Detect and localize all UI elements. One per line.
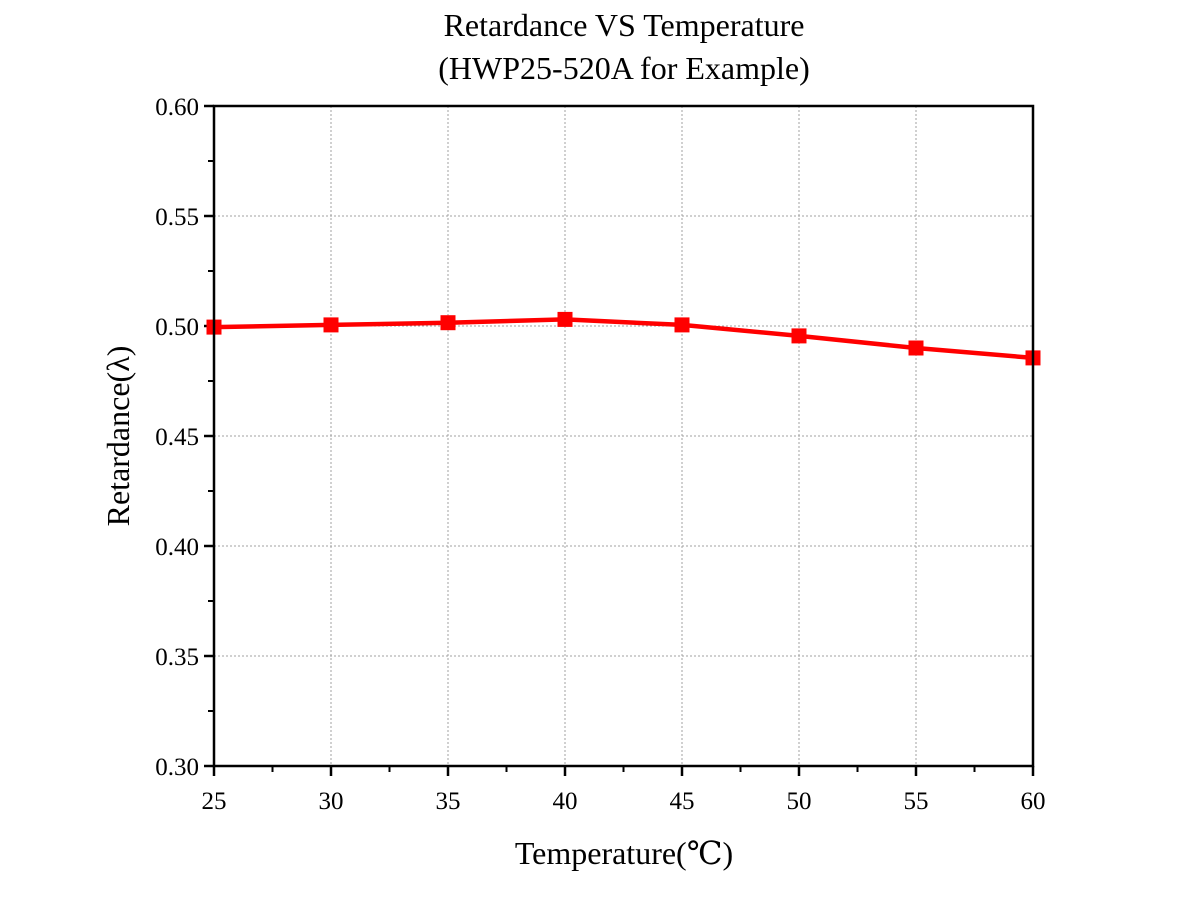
y-tick-labels: 0.30 0.35 0.40 0.45 0.50 0.55 0.60	[155, 94, 199, 781]
y-tick-label: 0.30	[155, 754, 199, 781]
x-tick-label: 60	[1021, 788, 1046, 815]
data-point	[323, 317, 339, 333]
plot-series	[206, 311, 1041, 366]
x-tick-label: 55	[904, 788, 929, 815]
data-point	[557, 311, 573, 327]
x-tick-label: 50	[787, 788, 812, 815]
y-tick-label: 0.55	[155, 204, 199, 231]
grid	[214, 106, 1033, 766]
plot-frame	[212, 104, 1035, 768]
x-tick-label: 30	[319, 788, 344, 815]
y-tick-label: 0.40	[155, 534, 199, 561]
data-point	[791, 328, 807, 344]
chart-title: Retardance VS Temperature	[444, 7, 805, 43]
x-tick-label: 35	[436, 788, 461, 815]
series-line	[213, 317, 1034, 361]
x-axis-label: Temperature(℃)	[515, 835, 733, 871]
x-tick-label: 25	[202, 788, 227, 815]
chart-subtitle: (HWP25-520A for Example)	[438, 50, 809, 86]
x-tick-label: 45	[670, 788, 695, 815]
data-point	[674, 317, 690, 333]
y-tick-label: 0.35	[155, 644, 199, 671]
data-point	[440, 315, 456, 331]
x-tick-label: 40	[553, 788, 578, 815]
minor-ticks	[208, 160, 976, 772]
major-ticks	[204, 104, 1035, 776]
data-point	[908, 340, 924, 356]
y-tick-label: 0.50	[155, 314, 199, 341]
x-tick-labels: 25 30 35 40 45 50 55 60	[202, 788, 1046, 815]
y-tick-label: 0.45	[155, 424, 199, 451]
y-tick-label: 0.60	[155, 94, 199, 121]
y-axis-label: Retardance(λ)	[100, 346, 136, 527]
